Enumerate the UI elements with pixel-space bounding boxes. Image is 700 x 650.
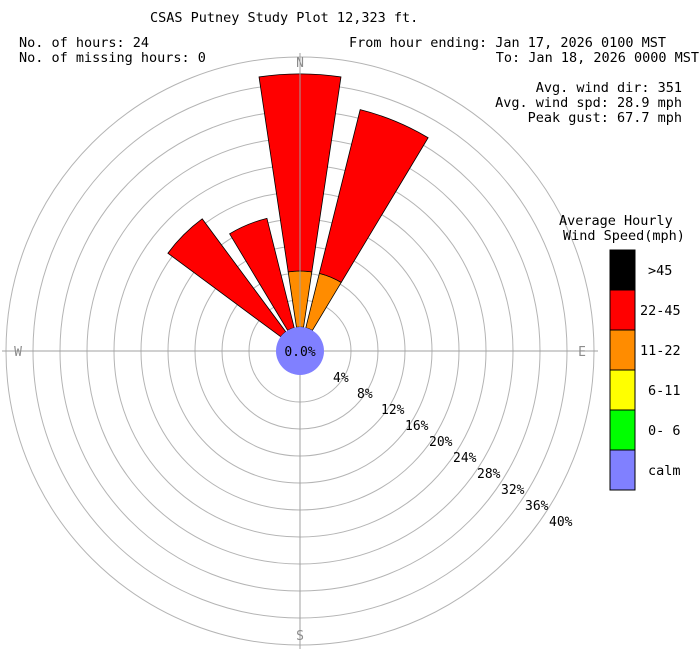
- ring-label: 20%: [429, 435, 453, 450]
- ring-label: 36%: [525, 499, 549, 514]
- legend-swatch-1: [609, 289, 636, 331]
- legend-label: 6-11: [648, 383, 681, 399]
- hours-count: No. of hours: 24: [19, 35, 150, 51]
- cardinal-w: W: [14, 345, 22, 360]
- ring-label: 28%: [477, 467, 501, 482]
- to-hour: To: Jan 18, 2026 0000 MST: [495, 50, 699, 66]
- legend-label: >45: [648, 263, 673, 279]
- legend-swatches: [609, 249, 636, 491]
- legend-swatch-5: [609, 449, 636, 491]
- legend-label: calm: [648, 463, 681, 479]
- legend-swatch-2: [609, 329, 636, 371]
- legend-title-line1: Average Hourly: [559, 213, 673, 229]
- petal-22.5-11-22: [305, 272, 342, 331]
- peak-gust: Peak gust: 67.7 mph: [527, 110, 682, 126]
- ring-label: 4%: [333, 371, 349, 386]
- avg-wind-speed: Avg. wind spd: 28.9 mph: [495, 95, 682, 111]
- chart-title: CSAS Putney Study Plot 12,323 ft.: [150, 10, 419, 26]
- legend-swatch-0: [609, 249, 636, 291]
- legend-title-line2: Wind Speed(mph): [563, 228, 685, 244]
- cardinal-s: S: [296, 629, 304, 644]
- ring-percent-labels: 4% 8% 12%16%20%24%28%32%36%40%: [333, 371, 573, 530]
- legend-label: 0- 6: [648, 423, 681, 439]
- ring-label: 40%: [549, 515, 573, 530]
- legend-swatch-4: [609, 409, 636, 451]
- missing-hours: No. of missing hours: 0: [19, 50, 206, 66]
- legend-label: 11-22: [640, 343, 681, 359]
- wind-petals: [167, 73, 429, 338]
- legend-label: 22-45: [640, 303, 681, 319]
- from-hour: From hour ending: Jan 17, 2026 0100 MST: [349, 35, 666, 51]
- ring-label: 32%: [501, 483, 525, 498]
- ring-label: 24%: [453, 451, 477, 466]
- petal-22.5-22-45: [318, 109, 429, 283]
- calm-percent-label: 0.0%: [284, 345, 315, 360]
- avg-wind-dir: Avg. wind dir: 351: [535, 80, 682, 96]
- ring-label: 16%: [405, 419, 429, 434]
- legend-swatch-3: [609, 369, 636, 411]
- ring-label: 8%: [357, 387, 373, 402]
- ring-label: 12%: [381, 403, 405, 418]
- cardinal-n: N: [296, 56, 304, 71]
- calm-circle: [276, 327, 324, 375]
- cardinal-e: E: [578, 345, 586, 360]
